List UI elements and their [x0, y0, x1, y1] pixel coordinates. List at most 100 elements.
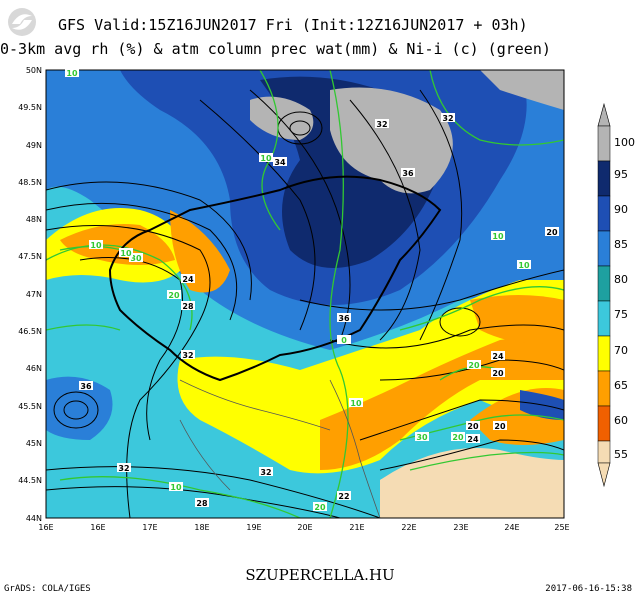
contour-label: 20	[451, 432, 465, 442]
svg-text:32: 32	[182, 351, 193, 360]
contour-label: 20	[493, 421, 507, 431]
lon-label: 23E	[453, 523, 468, 532]
contour-label: 34	[273, 157, 287, 167]
map-frame	[45, 69, 565, 519]
contour-label: 30	[129, 253, 143, 263]
humidity-fill-layer	[46, 70, 564, 518]
legend-label: 85	[614, 238, 628, 251]
legend-label: 90	[614, 203, 628, 216]
lon-label: 20E	[297, 523, 312, 532]
contour-label: 10	[169, 482, 183, 492]
contour-label: 32	[375, 119, 389, 129]
contour-label: 20	[167, 290, 181, 300]
svg-text:36: 36	[338, 314, 350, 323]
lat-label: 44.5N	[18, 476, 42, 485]
svg-text:20: 20	[546, 228, 558, 237]
lon-label: 18E	[194, 523, 209, 532]
legend-swatch	[597, 265, 611, 302]
lon-label: 21E	[349, 523, 364, 532]
lon-label: 17E	[142, 523, 157, 532]
svg-text:30: 30	[130, 254, 142, 263]
legend-labels: 100 95 90 85 80 75 70 65 60 55	[614, 136, 635, 461]
lat-label: 48.5N	[18, 178, 42, 187]
render-timestamp: 2017-06-16-15:38	[545, 584, 632, 594]
svg-text:20: 20	[468, 361, 480, 370]
legend-swatch	[597, 230, 611, 267]
lat-label: 48N	[26, 215, 42, 224]
lat-label: 49N	[26, 141, 42, 150]
grads-credit: GrADS: COLA/IGES	[4, 584, 91, 594]
legend-swatch	[597, 300, 611, 337]
svg-text:20: 20	[452, 433, 464, 442]
contour-label: 24	[491, 351, 505, 361]
legend-label: 100	[614, 136, 635, 149]
svg-text:22: 22	[338, 492, 349, 501]
lat-label: 45N	[26, 439, 42, 448]
chart-title-line1: GFS Valid:15Z16JUN2017 Fri (Init:12Z16JU…	[58, 16, 528, 34]
legend-swatch	[597, 160, 611, 197]
svg-text:36: 36	[402, 169, 414, 178]
lat-label: 50N	[26, 66, 42, 75]
lat-label: 46N	[26, 364, 42, 373]
contour-label: 10	[517, 260, 531, 270]
country-borders	[179, 379, 381, 518]
contour-label: 28	[195, 498, 209, 508]
contour-label: 0	[337, 335, 351, 345]
svg-text:0: 0	[341, 336, 347, 345]
contour-label: 10	[259, 153, 273, 163]
contour-label: 20	[466, 421, 480, 431]
svg-text:24: 24	[467, 435, 479, 444]
legend-swatch	[597, 405, 611, 442]
svg-text:32: 32	[118, 464, 129, 473]
contour-label: 20	[491, 368, 505, 378]
lon-label: 24E	[504, 523, 519, 532]
svg-text:34: 34	[274, 158, 286, 167]
contour-label: 20	[467, 360, 481, 370]
contour-label: 32	[181, 350, 195, 360]
site-name: SZUPERCELLA.HU	[245, 566, 395, 584]
svg-text:10: 10	[350, 399, 362, 408]
chart-title-line2: 0-3km avg rh (%) & atm column prec wat(m…	[0, 40, 551, 58]
svg-text:32: 32	[376, 120, 387, 129]
contour-label: 10	[65, 68, 79, 78]
lat-label: 44N	[26, 514, 42, 523]
contour-label: 20	[313, 502, 327, 512]
lon-label: 19E	[246, 523, 261, 532]
contour-label: 32	[259, 467, 273, 477]
lon-label: 16E	[38, 523, 53, 532]
svg-text:24: 24	[492, 352, 504, 361]
legend-swatch	[597, 370, 611, 407]
svg-text:30: 30	[416, 433, 428, 442]
legend-label: 75	[614, 308, 628, 321]
contour-label: 36	[79, 381, 93, 391]
svg-text:10: 10	[120, 249, 132, 258]
legend-swatch	[597, 440, 611, 464]
svg-text:24: 24	[182, 275, 194, 284]
contour-label: 10	[349, 398, 363, 408]
legend-label: 60	[614, 414, 628, 427]
svg-text:10: 10	[260, 154, 272, 163]
svg-text:20: 20	[467, 422, 479, 431]
legend-colorbar	[597, 102, 611, 488]
legend-label: 65	[614, 379, 628, 392]
svg-text:20: 20	[314, 503, 326, 512]
lon-label: 25E	[554, 523, 569, 532]
black-contour-labels: 32 32 36 34 36 24 28 32 36 32 32 28 22 2…	[79, 113, 559, 508]
svg-text:32: 32	[442, 114, 453, 123]
legend-swatch	[597, 102, 611, 127]
svg-text:28: 28	[182, 302, 194, 311]
svg-text:28: 28	[196, 499, 208, 508]
lon-label: 16E	[90, 523, 105, 532]
svg-text:20: 20	[492, 369, 504, 378]
lat-label: 45.5N	[18, 402, 42, 411]
svg-text:10: 10	[170, 483, 182, 492]
svg-text:10: 10	[90, 241, 102, 250]
contour-label: 32	[441, 113, 455, 123]
contour-label: 24	[181, 274, 195, 284]
lat-label: 46.5N	[18, 327, 42, 336]
contour-label: 36	[337, 313, 351, 323]
country-border-hungary	[108, 175, 442, 382]
contour-label: 28	[181, 301, 195, 311]
lat-label: 47N	[26, 290, 42, 299]
